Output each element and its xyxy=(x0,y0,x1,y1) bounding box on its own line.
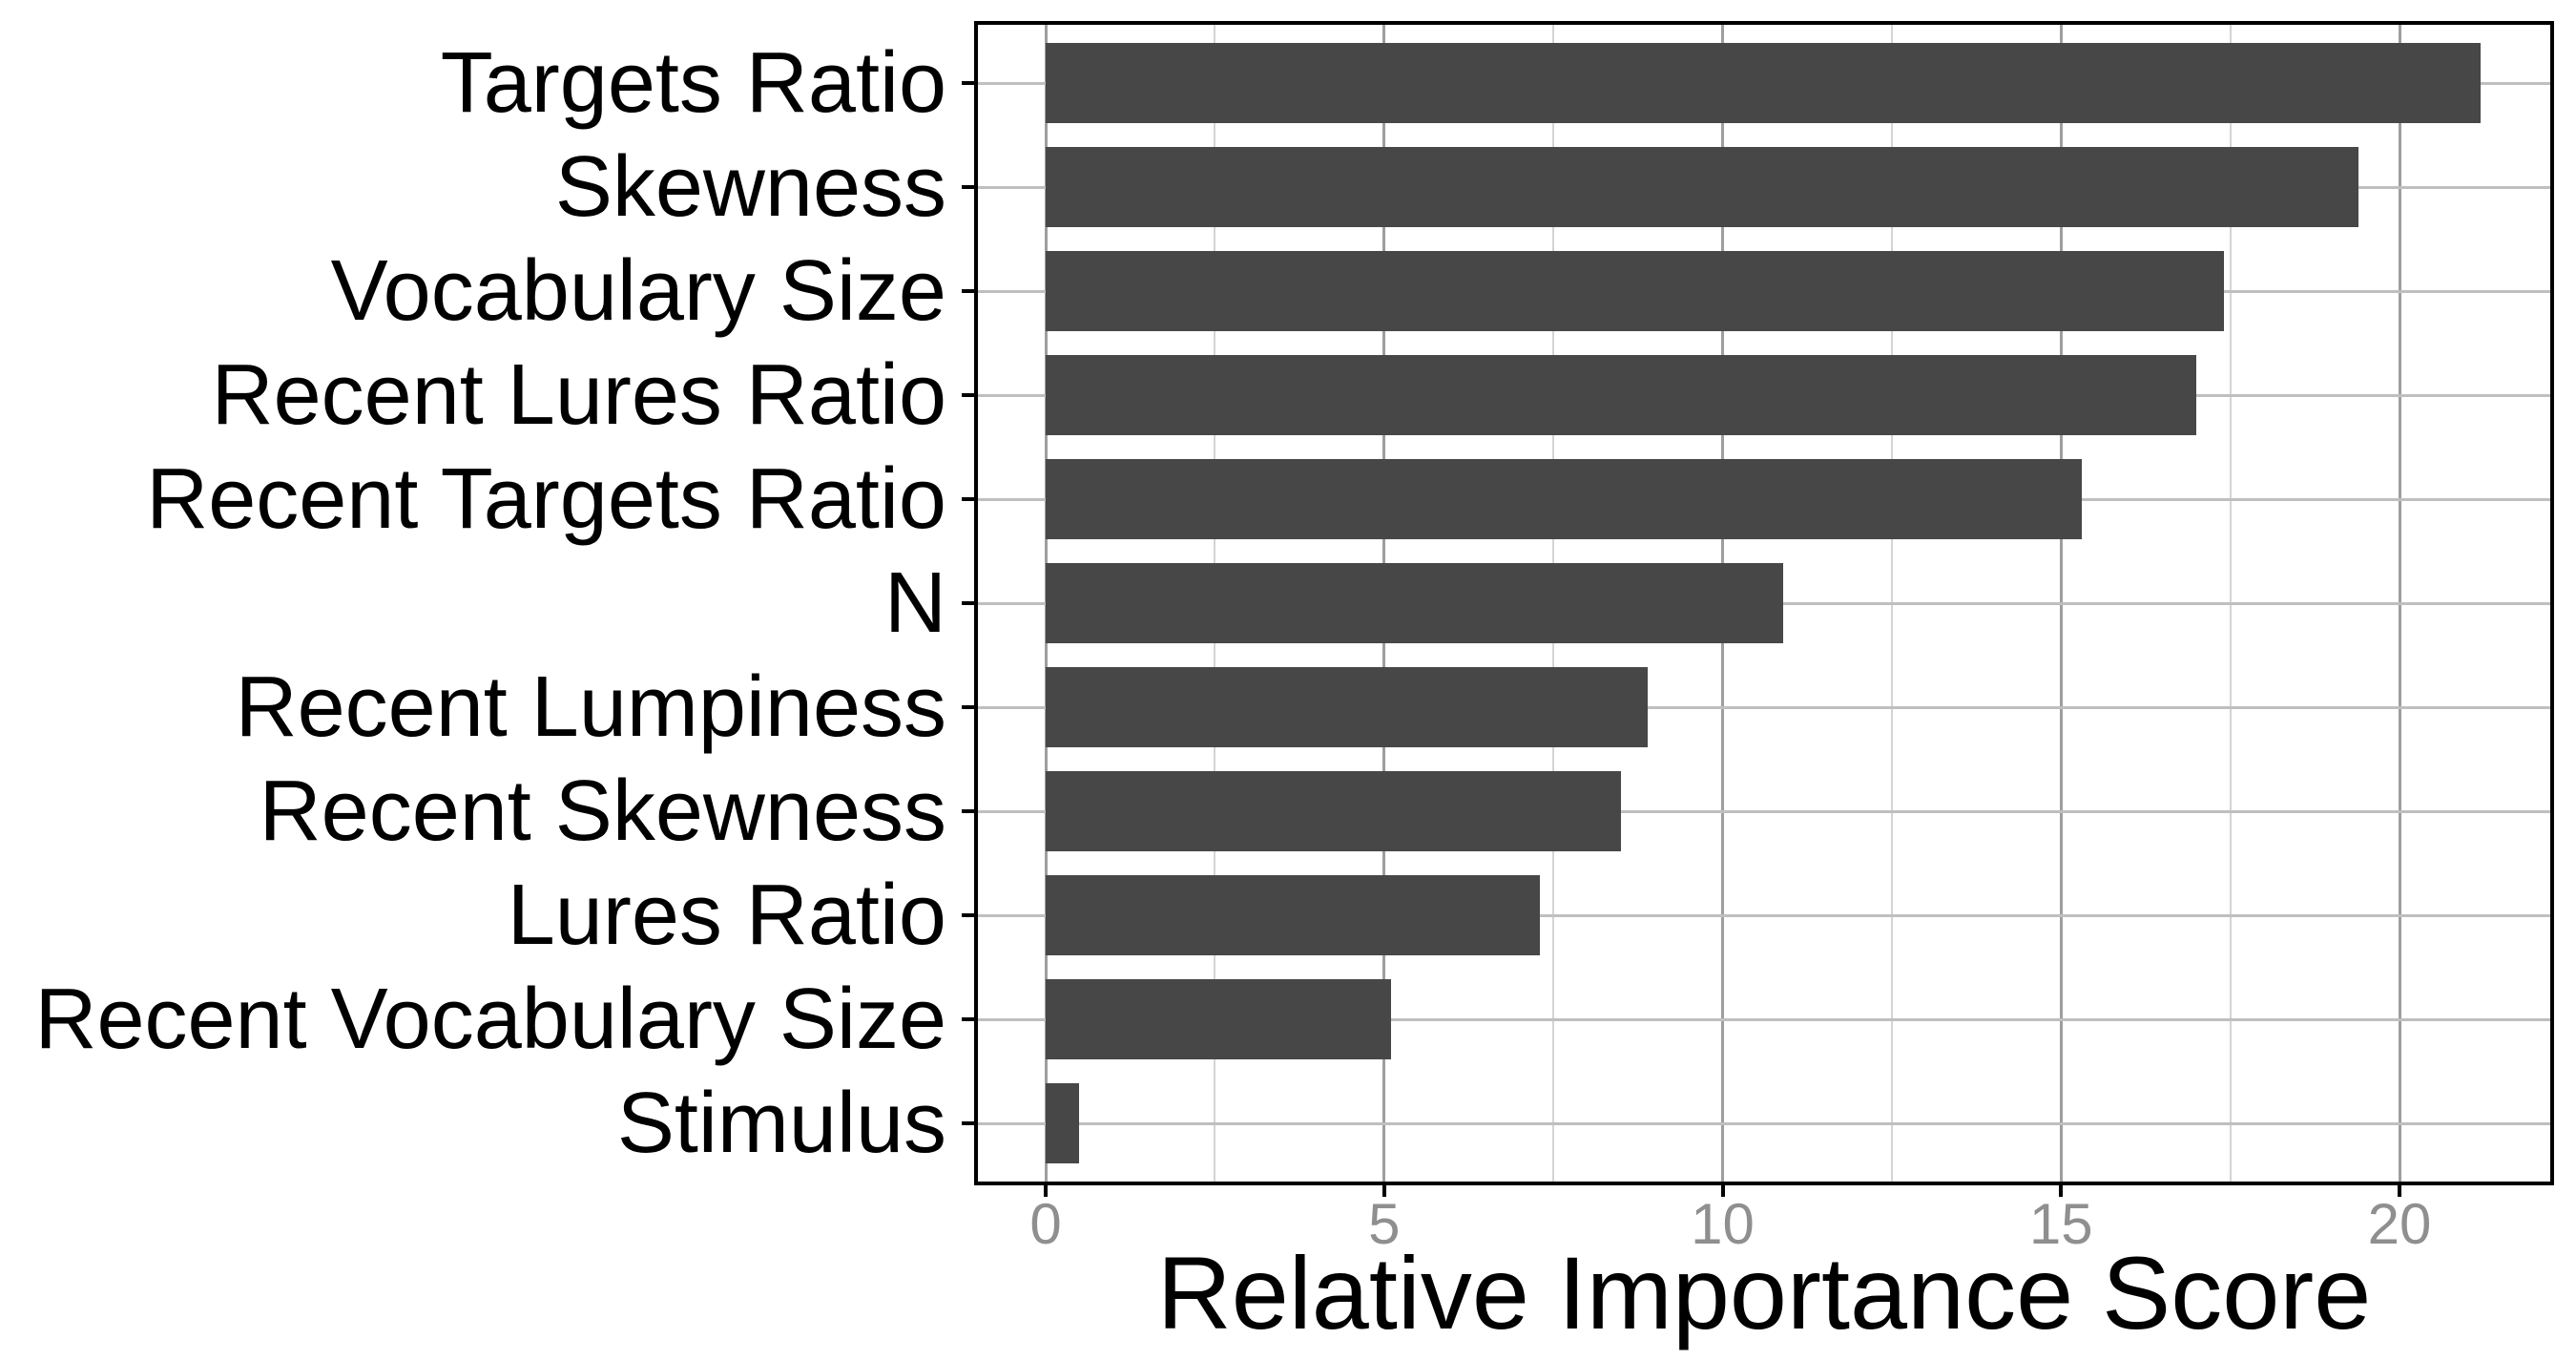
gridline-major-y xyxy=(978,705,2550,709)
x-tick-mark xyxy=(1720,1185,1725,1197)
y-axis-label: Recent Targets Ratio xyxy=(146,451,946,547)
bar xyxy=(1046,667,1648,747)
y-axis-label: Recent Lures Ratio xyxy=(211,347,946,443)
y-axis-label: Targets Ratio xyxy=(440,35,946,131)
y-tick-mark xyxy=(962,809,974,813)
x-tick-label: 15 xyxy=(2028,1192,2093,1256)
bar xyxy=(1046,251,2224,331)
y-tick-mark xyxy=(962,497,974,501)
x-tick-mark xyxy=(1044,1185,1048,1197)
x-tick-mark xyxy=(2059,1185,2064,1197)
y-tick-mark xyxy=(962,1017,974,1021)
x-tick-label: 0 xyxy=(1029,1192,1062,1256)
y-axis-label: Skewness xyxy=(554,139,946,235)
y-axis-label: Recent Vocabulary Size xyxy=(34,972,946,1067)
gridline-major-y xyxy=(978,1121,2550,1125)
gridline-major-y xyxy=(978,1017,2550,1021)
y-tick-mark xyxy=(962,393,974,397)
y-axis-label: Lures Ratio xyxy=(507,868,946,963)
y-tick-mark xyxy=(962,185,974,189)
y-tick-mark xyxy=(962,913,974,917)
bar xyxy=(1046,875,1540,955)
bar xyxy=(1046,771,1621,851)
bar xyxy=(1046,459,2082,539)
gridline-major-y xyxy=(978,913,2550,917)
bar xyxy=(1046,979,1391,1059)
x-tick-mark xyxy=(2398,1185,2401,1197)
bar xyxy=(1046,563,1783,643)
y-tick-mark xyxy=(962,81,974,85)
x-tick-label: 20 xyxy=(2367,1192,2432,1256)
y-axis-label: Vocabulary Size xyxy=(330,243,946,339)
bar xyxy=(1046,1083,1079,1163)
plot-panel xyxy=(974,21,2554,1185)
y-axis-label: Recent Skewness xyxy=(259,764,946,859)
bar xyxy=(1046,43,2481,123)
y-axis-label: Recent Lumpiness xyxy=(235,659,946,755)
y-axis-label: Stimulus xyxy=(616,1076,946,1171)
y-tick-mark xyxy=(962,289,974,293)
y-tick-mark xyxy=(962,705,974,709)
y-tick-mark xyxy=(962,601,974,605)
gridline-major-y xyxy=(978,809,2550,813)
x-axis-title: Relative Importance Score xyxy=(1156,1235,2372,1350)
bar xyxy=(1046,147,2358,227)
y-tick-mark xyxy=(962,1121,974,1125)
y-axis-label: N xyxy=(884,555,946,651)
x-tick-label: 10 xyxy=(1691,1192,1755,1256)
bar xyxy=(1046,355,2196,435)
x-tick-label: 5 xyxy=(1368,1192,1401,1256)
x-tick-mark xyxy=(1381,1185,1386,1197)
